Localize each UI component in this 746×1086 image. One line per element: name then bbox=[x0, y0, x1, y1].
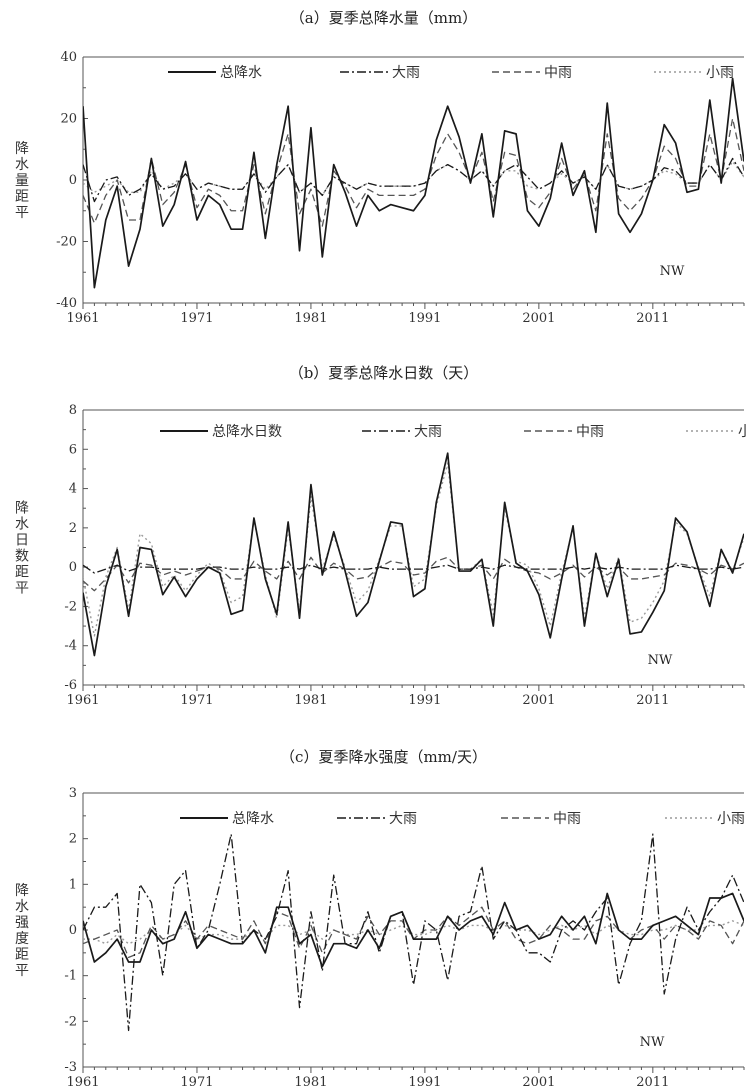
panel-title: （c）夏季降水强度（mm/天） bbox=[280, 748, 487, 766]
y-tick-label: -2 bbox=[64, 599, 77, 614]
x-tick-label: 1981 bbox=[294, 1075, 327, 1086]
series-line-0 bbox=[83, 892, 744, 968]
x-tick-label: 1971 bbox=[180, 693, 213, 708]
x-tick-label: 2001 bbox=[522, 693, 555, 708]
y-tick-label: -20 bbox=[56, 235, 77, 250]
panel-title: （b）夏季总降水日数（天） bbox=[289, 364, 479, 382]
series-line-1 bbox=[83, 833, 744, 1032]
region-annotation: NW bbox=[640, 1035, 665, 1050]
x-tick-label: 2011 bbox=[636, 693, 669, 708]
x-tick-label: 1981 bbox=[294, 693, 327, 708]
series-line-3 bbox=[83, 462, 744, 637]
series-line-2 bbox=[83, 906, 744, 959]
y-axis-label: 降水日数距平 bbox=[15, 501, 29, 597]
series-line-0 bbox=[83, 77, 744, 289]
series-line-0 bbox=[83, 452, 744, 657]
y-tick-label: 2 bbox=[69, 832, 77, 847]
legend-label-1: 大雨 bbox=[414, 424, 442, 440]
x-tick-label: 1961 bbox=[66, 693, 99, 708]
legend-label-2: 中雨 bbox=[553, 811, 581, 827]
y-axis-label: 降水量距平 bbox=[15, 141, 29, 221]
x-tick-label: 1981 bbox=[294, 311, 327, 326]
y-tick-label: -6 bbox=[64, 678, 77, 693]
legend-label-3: 小雨 bbox=[717, 811, 745, 827]
y-tick-label: 20 bbox=[60, 112, 77, 127]
x-tick-label: 1971 bbox=[180, 311, 213, 326]
x-tick-label: 2001 bbox=[522, 1075, 555, 1086]
y-tick-label: -4 bbox=[64, 639, 77, 654]
series-line-2 bbox=[83, 556, 744, 592]
x-tick-label: 1971 bbox=[180, 1075, 213, 1086]
series-line-1 bbox=[83, 157, 744, 203]
y-tick-label: 0 bbox=[69, 923, 77, 938]
legend-label-0: 总降水 bbox=[232, 811, 274, 827]
x-tick-label: 2001 bbox=[522, 311, 555, 326]
x-tick-label: 1991 bbox=[408, 1075, 441, 1086]
y-tick-label: 2 bbox=[69, 521, 77, 536]
panel-2: （c）夏季降水强度（mm/天） -3 -2 -1 0 1 2 3 1961 1971 1981 199… bbox=[15, 748, 745, 1086]
legend-label-3: 小雨 bbox=[706, 65, 734, 81]
y-tick-label: 1 bbox=[69, 877, 77, 892]
series-line-1 bbox=[83, 564, 744, 574]
y-tick-label: 0 bbox=[69, 560, 77, 575]
x-tick-label: 1961 bbox=[66, 311, 99, 326]
y-tick-label: 0 bbox=[69, 173, 77, 188]
legend-label-1: 大雨 bbox=[389, 811, 417, 827]
panel-0: （a）夏季总降水量（mm） -40 -20 0 20 40 1961 1971 1981 1991… bbox=[15, 9, 745, 326]
x-tick-label: 1991 bbox=[408, 311, 441, 326]
legend-label-0: 总降水日数 bbox=[212, 424, 282, 440]
legend-label-3: 小雨 bbox=[738, 424, 746, 440]
region-annotation: NW bbox=[648, 653, 673, 668]
y-tick-label: -40 bbox=[56, 296, 77, 311]
y-tick-label: -1 bbox=[64, 969, 77, 984]
legend-label-0: 总降水 bbox=[220, 65, 262, 81]
legend-label-2: 中雨 bbox=[576, 424, 604, 440]
y-axis-label: 降水强度距平 bbox=[15, 883, 29, 979]
series-line-3 bbox=[83, 920, 744, 945]
panel-1: （b）夏季总降水日数（天） -6 -4 -2 0 2 4 6 8 1961 1971 1981 1991… bbox=[15, 364, 746, 708]
panel-title: （a）夏季总降水量（mm） bbox=[290, 9, 477, 27]
legend-label-2: 中雨 bbox=[544, 65, 572, 81]
x-tick-label: 1991 bbox=[408, 693, 441, 708]
y-tick-label: 6 bbox=[69, 442, 77, 457]
y-tick-label: 8 bbox=[69, 403, 77, 418]
legend-label-1: 大雨 bbox=[392, 65, 420, 81]
x-tick-label: 2011 bbox=[636, 311, 669, 326]
y-tick-label: -3 bbox=[64, 1060, 77, 1075]
y-tick-label: -2 bbox=[64, 1014, 77, 1029]
region-annotation: NW bbox=[660, 264, 685, 279]
x-tick-label: 1961 bbox=[66, 1075, 99, 1086]
x-tick-label: 2011 bbox=[636, 1075, 669, 1086]
series-line-2 bbox=[83, 117, 744, 227]
y-tick-label: 40 bbox=[60, 50, 77, 65]
y-tick-label: 4 bbox=[69, 482, 77, 497]
y-tick-label: 3 bbox=[69, 786, 77, 801]
